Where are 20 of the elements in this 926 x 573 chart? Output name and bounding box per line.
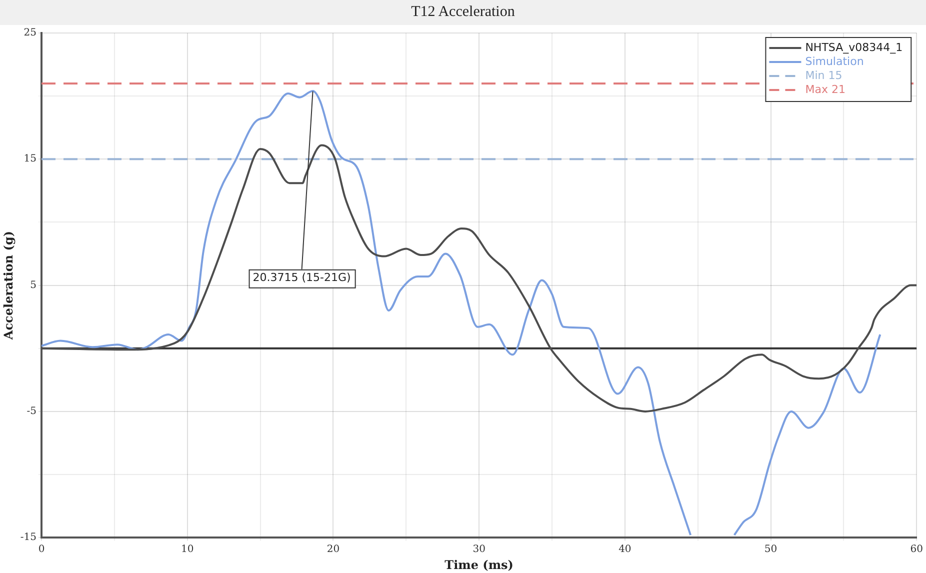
x-tick-label: 20 [326,544,340,556]
legend-label: Simulation [805,54,864,68]
y-tick-label: 15 [24,154,37,165]
legend-label: NHTSA_v08344_1 [805,40,903,54]
x-tick-label: 30 [472,544,486,556]
x-tick-label: 50 [764,544,778,556]
ref-line-label: Max 21 [805,82,846,96]
chart-title: T12 Acceleration [0,0,926,25]
y-tick-label: 5 [30,280,37,291]
y-tick-label: -15 [20,532,37,544]
annotation: 20.3715 (15-21G) [252,271,351,284]
x-tick-label: 40 [618,544,632,556]
x-tick-label: 10 [180,544,194,556]
y-axis-title: Acceleration (g) [1,230,16,341]
y-tick-label: 25 [24,28,37,39]
x-tick-label: 60 [910,544,924,556]
legend-label: Min 15 [805,68,842,82]
y-tick-label: -5 [26,406,37,418]
x-axis-title: Time (ms) [444,558,514,572]
x-tick-label: 0 [38,544,45,556]
